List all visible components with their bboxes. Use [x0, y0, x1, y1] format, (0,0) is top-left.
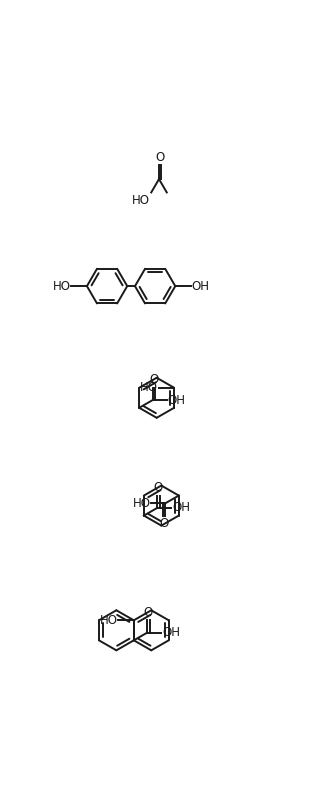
Text: O: O	[160, 517, 169, 530]
Text: OH: OH	[162, 626, 180, 639]
Text: HO: HO	[132, 496, 151, 510]
Text: OH: OH	[167, 393, 185, 407]
Text: O: O	[149, 374, 158, 386]
Text: OH: OH	[172, 501, 190, 515]
Text: O: O	[156, 151, 165, 163]
Text: HO: HO	[132, 194, 150, 207]
Text: HO: HO	[53, 280, 71, 293]
Text: HO: HO	[140, 381, 158, 394]
Text: HO: HO	[100, 614, 118, 626]
Text: OH: OH	[192, 280, 210, 293]
Text: O: O	[144, 606, 153, 619]
Text: O: O	[154, 481, 163, 494]
